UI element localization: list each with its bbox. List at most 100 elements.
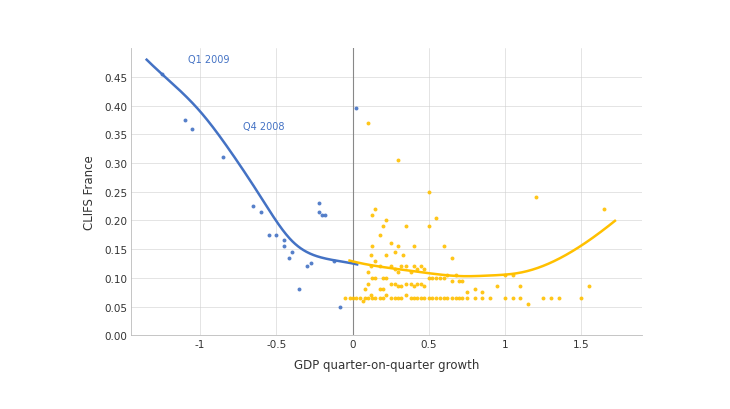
Point: [385, 281, 396, 287]
Point: [366, 275, 378, 281]
Point: [431, 295, 442, 301]
Point: [389, 249, 401, 256]
Point: [456, 295, 468, 301]
Point: [408, 263, 420, 270]
Point: [537, 295, 549, 301]
Point: [271, 232, 283, 238]
Y-axis label: CLIFS France: CLIFS France: [82, 155, 96, 229]
Point: [404, 295, 416, 301]
Point: [423, 189, 434, 196]
Point: [374, 232, 386, 238]
Point: [499, 272, 511, 279]
Point: [418, 295, 430, 301]
Point: [385, 263, 396, 270]
Point: [393, 157, 404, 164]
Point: [469, 286, 480, 293]
Point: [426, 295, 438, 301]
Point: [484, 295, 496, 301]
Point: [255, 209, 267, 216]
Text: Q4 2008: Q4 2008: [243, 122, 284, 132]
Point: [263, 232, 274, 238]
Point: [350, 106, 361, 112]
Point: [293, 286, 305, 293]
Point: [453, 278, 465, 284]
Point: [515, 295, 526, 301]
Point: [499, 295, 511, 301]
Point: [247, 203, 259, 210]
Point: [362, 295, 374, 301]
Point: [366, 212, 378, 218]
Point: [369, 206, 381, 213]
Point: [400, 281, 412, 287]
Point: [545, 295, 557, 301]
Point: [461, 295, 473, 301]
Point: [377, 223, 389, 230]
Point: [415, 281, 427, 287]
Point: [396, 283, 407, 290]
Point: [423, 223, 434, 230]
Point: [380, 275, 392, 281]
Point: [442, 295, 453, 301]
Point: [393, 243, 404, 250]
Point: [369, 258, 381, 264]
Point: [400, 292, 412, 299]
Point: [313, 209, 325, 216]
Point: [507, 295, 518, 301]
Point: [319, 212, 331, 218]
Point: [156, 72, 168, 78]
Point: [442, 272, 453, 279]
Point: [477, 295, 488, 301]
Point: [450, 272, 462, 279]
Point: [431, 275, 442, 281]
Point: [404, 281, 416, 287]
Point: [415, 263, 427, 270]
Point: [359, 295, 371, 301]
Point: [438, 295, 450, 301]
Point: [350, 295, 361, 301]
Point: [285, 249, 297, 256]
Point: [438, 275, 450, 281]
Point: [415, 295, 427, 301]
Point: [400, 223, 412, 230]
Point: [380, 218, 392, 224]
Point: [434, 295, 445, 301]
Point: [334, 303, 346, 310]
Point: [374, 295, 386, 301]
Point: [522, 301, 534, 307]
Point: [477, 289, 488, 296]
Point: [344, 295, 356, 301]
Point: [313, 200, 325, 207]
Point: [374, 286, 386, 293]
Point: [599, 206, 610, 213]
Point: [553, 295, 564, 301]
Point: [366, 295, 378, 301]
Point: [301, 263, 312, 270]
Point: [365, 252, 377, 258]
Point: [380, 292, 392, 299]
Point: [366, 243, 378, 250]
Point: [358, 298, 369, 304]
Point: [575, 295, 587, 301]
Point: [362, 281, 374, 287]
Point: [396, 295, 407, 301]
Point: [374, 263, 386, 270]
Point: [362, 120, 374, 127]
Point: [397, 252, 409, 258]
Point: [377, 295, 389, 301]
Point: [278, 243, 290, 250]
Point: [369, 295, 381, 301]
Point: [469, 295, 480, 301]
Point: [283, 255, 294, 261]
Point: [179, 117, 191, 124]
Point: [316, 212, 328, 218]
Point: [365, 263, 377, 270]
Point: [446, 255, 458, 261]
Point: [328, 258, 340, 264]
X-axis label: GDP quarter-on-quarter growth: GDP quarter-on-quarter growth: [294, 358, 480, 371]
Point: [389, 295, 401, 301]
Point: [365, 292, 377, 299]
Point: [408, 295, 420, 301]
Point: [491, 283, 503, 290]
Point: [507, 272, 518, 279]
Point: [431, 215, 442, 221]
